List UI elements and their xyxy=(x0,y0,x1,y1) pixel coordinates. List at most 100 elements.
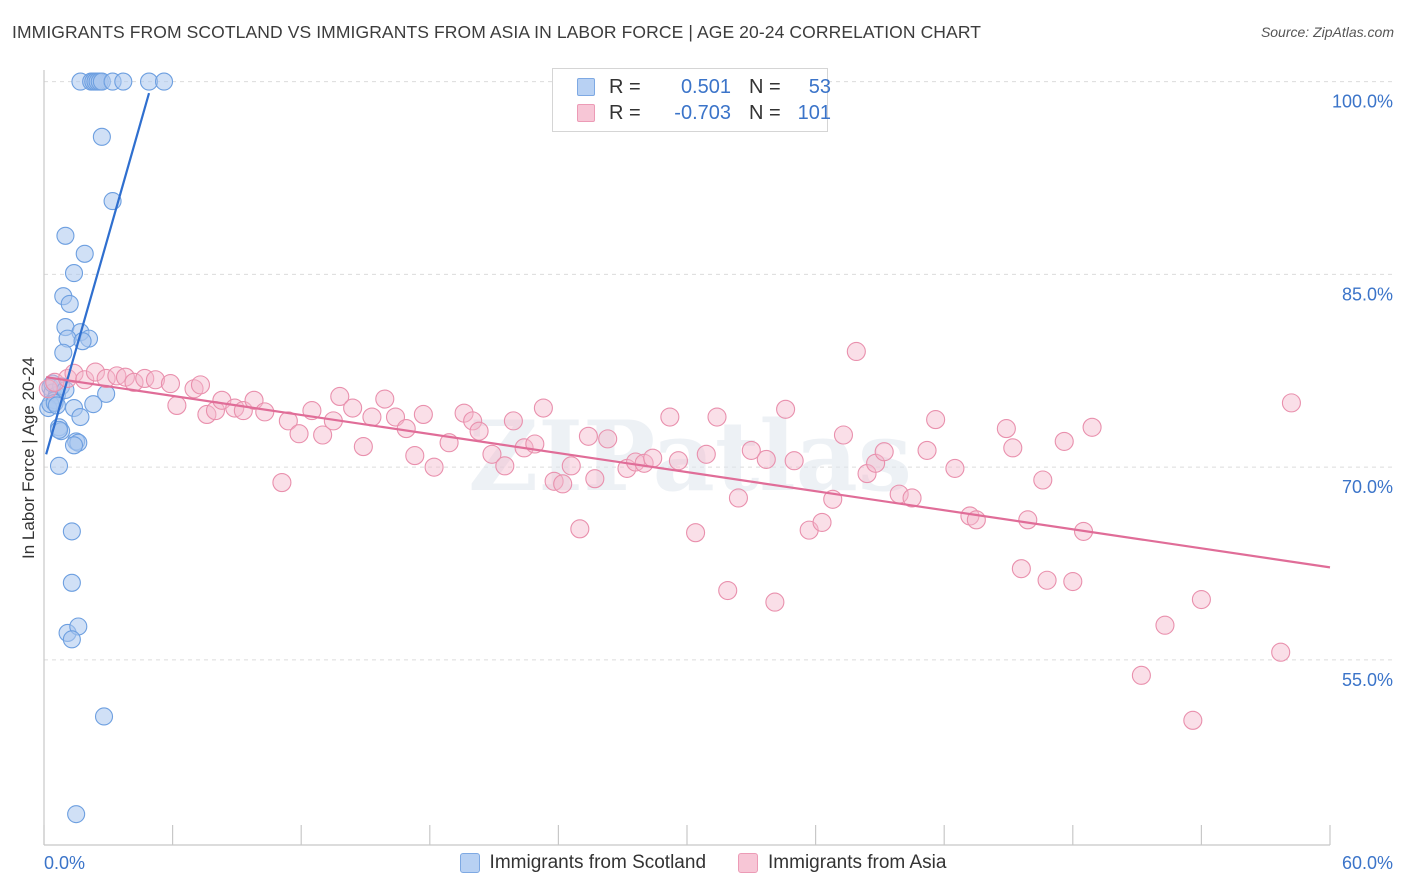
scotland-point xyxy=(56,226,75,245)
source-label: Source: ZipAtlas.com xyxy=(1260,24,1394,40)
asia-point xyxy=(741,440,761,460)
x-tick-label: 60.0% xyxy=(1342,853,1393,873)
label-layer: 100.0% 85.0% 70.0% 55.0% 0.0% 60.0% xyxy=(44,92,1393,873)
asia-point xyxy=(313,425,333,445)
asia-point xyxy=(503,411,523,431)
scotland-legend-swatch xyxy=(459,853,480,873)
scotland-point xyxy=(64,436,84,455)
asia-point xyxy=(598,429,618,449)
asia-point xyxy=(255,402,275,422)
r-value: -0.703 xyxy=(674,101,731,124)
asia-point xyxy=(495,456,515,476)
grid-layer xyxy=(44,81,1392,661)
n-label: N = xyxy=(749,75,781,98)
asia-point xyxy=(405,446,425,466)
asia-point xyxy=(696,444,716,464)
asia-point xyxy=(660,407,680,427)
asia-point xyxy=(668,451,688,471)
legend-item-asia: Immigrants from Asia xyxy=(738,852,946,874)
asia-point xyxy=(756,449,776,469)
y-tick-label: 100.0% xyxy=(1332,92,1393,112)
asia-point xyxy=(289,424,309,444)
asia-point xyxy=(553,474,573,494)
asia-point xyxy=(833,425,854,445)
scotland-swatch xyxy=(577,78,595,96)
asia-point xyxy=(145,370,166,390)
scotland-point xyxy=(114,72,133,91)
legend-row-asia: R = -0.703 N = 101 xyxy=(577,101,831,125)
correlation-legend: R = 0.501 N = 53 R = -0.703 N = 101 xyxy=(552,68,831,132)
asia-point xyxy=(482,444,502,464)
x-tick-label: 0.0% xyxy=(44,853,85,873)
scotland-point xyxy=(62,522,81,541)
asia-trend-line xyxy=(45,376,1331,569)
asia-legend-label: Immigrants from Asia xyxy=(768,852,947,873)
scotland-legend-label: Immigrants from Scotland xyxy=(489,852,707,873)
legend-item-scotland: Immigrants from Scotland xyxy=(459,852,707,874)
asia-point xyxy=(1063,571,1083,592)
asia-point xyxy=(765,592,785,612)
asia-point xyxy=(463,411,483,431)
asia-point xyxy=(353,437,373,457)
asia-point xyxy=(686,523,706,543)
asia-point xyxy=(343,398,363,418)
asia-point xyxy=(1033,470,1053,490)
scotland-point xyxy=(67,805,86,824)
y-tick-label: 55.0% xyxy=(1342,670,1393,690)
scotland-point xyxy=(154,72,174,91)
asia-point xyxy=(945,458,965,478)
asia-point xyxy=(272,473,292,493)
scotland-point xyxy=(139,72,159,91)
scotland-point xyxy=(71,407,90,427)
y-axis-label: In Labor Force | Age 20-24 xyxy=(19,357,38,559)
asia-legend-swatch xyxy=(738,853,759,873)
asia-swatch xyxy=(577,104,595,122)
asia-point xyxy=(160,374,181,394)
legend-row-scotland: R = 0.501 N = 53 xyxy=(577,75,831,99)
asia-point xyxy=(926,410,946,430)
asia-point xyxy=(124,372,144,392)
asia-point xyxy=(561,456,581,476)
n-value: 53 xyxy=(808,75,831,98)
asia-point xyxy=(643,448,663,468)
asia-point xyxy=(1037,570,1057,590)
scotland-point xyxy=(94,707,114,726)
asia-point xyxy=(812,512,832,532)
n-value: 101 xyxy=(797,101,831,124)
asia-point xyxy=(902,488,922,508)
scotland-point xyxy=(92,127,111,146)
asia-point xyxy=(728,488,748,508)
scotland-point xyxy=(62,630,81,649)
asia-point xyxy=(874,442,894,462)
asia-point xyxy=(1281,393,1301,413)
axis-layer xyxy=(43,70,1331,846)
asia-point xyxy=(424,457,444,477)
scotland-point xyxy=(60,294,79,313)
asia-point xyxy=(570,519,590,539)
asia-point xyxy=(375,389,395,409)
asia-point xyxy=(578,426,598,446)
r-value: 0.501 xyxy=(680,75,731,98)
asia-point xyxy=(1011,559,1031,579)
scotland-point xyxy=(84,395,103,414)
scotland-trend-line xyxy=(45,92,151,455)
asia-point xyxy=(469,421,489,441)
scotland-point xyxy=(73,332,92,351)
scotland-point xyxy=(62,573,81,592)
asia-point xyxy=(1003,438,1023,458)
asia-point xyxy=(718,580,738,601)
asia-point xyxy=(362,407,382,427)
asia-point xyxy=(917,440,937,460)
series-legend: Immigrants from Scotland Immigrants from… xyxy=(0,852,1406,874)
asia-point xyxy=(85,362,105,382)
scotland-points xyxy=(39,72,174,824)
asia-point xyxy=(1131,665,1151,685)
asia-point xyxy=(776,399,796,419)
asia-point xyxy=(1183,710,1203,730)
asia-point xyxy=(533,398,553,418)
r-label: R = xyxy=(609,101,641,124)
n-label: N = xyxy=(749,101,781,124)
y-tick-label: 85.0% xyxy=(1342,284,1393,304)
scotland-point xyxy=(75,244,94,263)
